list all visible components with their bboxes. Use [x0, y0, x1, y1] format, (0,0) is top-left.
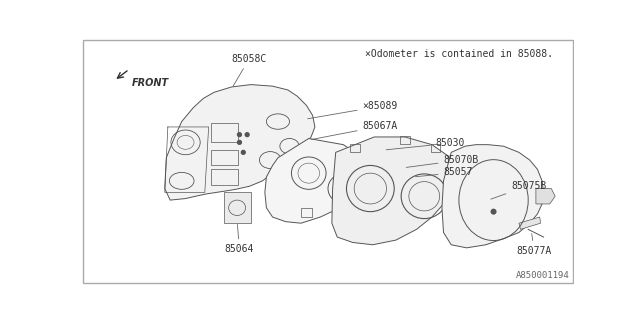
Circle shape — [245, 133, 249, 137]
Polygon shape — [536, 188, 555, 204]
Bar — [301, 208, 312, 217]
Text: 85057: 85057 — [415, 167, 473, 178]
Text: 85030: 85030 — [386, 138, 465, 150]
Bar — [332, 212, 342, 221]
Text: 85058C: 85058C — [232, 53, 267, 86]
Text: 85077A: 85077A — [516, 234, 552, 256]
Text: FRONT: FRONT — [132, 78, 169, 88]
Polygon shape — [82, 38, 575, 285]
Bar — [211, 123, 238, 142]
Circle shape — [237, 140, 241, 144]
Text: ×85089: ×85089 — [308, 101, 398, 119]
Polygon shape — [265, 139, 367, 223]
Text: A850001194: A850001194 — [516, 271, 570, 280]
Circle shape — [492, 209, 496, 214]
Bar — [431, 144, 440, 152]
Bar — [401, 136, 410, 144]
Text: 85067A: 85067A — [312, 121, 398, 140]
Polygon shape — [224, 192, 251, 223]
Polygon shape — [442, 145, 543, 248]
Circle shape — [237, 133, 241, 137]
Circle shape — [241, 150, 245, 154]
Bar — [350, 144, 360, 152]
Text: 85075B: 85075B — [491, 180, 547, 199]
Polygon shape — [164, 84, 315, 200]
Bar — [211, 150, 238, 165]
Text: 85070B: 85070B — [406, 155, 479, 167]
Polygon shape — [519, 217, 541, 229]
Bar — [211, 169, 238, 185]
Text: 85064: 85064 — [225, 224, 254, 254]
Text: ×Odometer is contained in 85088.: ×Odometer is contained in 85088. — [365, 49, 553, 59]
Polygon shape — [332, 137, 455, 245]
